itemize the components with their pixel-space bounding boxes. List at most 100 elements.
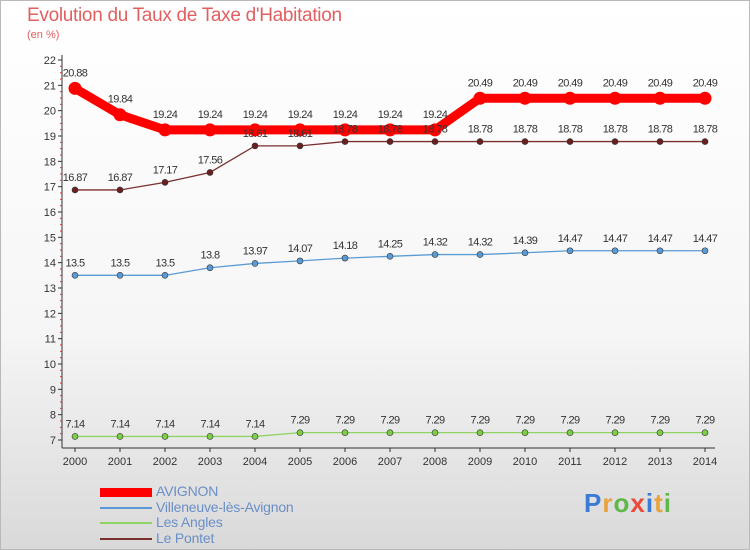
data-point xyxy=(518,91,532,105)
data-label: 20.49 xyxy=(693,77,718,89)
data-label: 7.29 xyxy=(515,415,534,427)
data-point xyxy=(656,247,664,255)
data-point xyxy=(296,429,304,436)
data-point xyxy=(206,264,214,272)
data-point xyxy=(116,433,124,440)
data-label: 7.29 xyxy=(290,415,309,427)
data-point xyxy=(701,138,709,145)
data-point xyxy=(341,429,349,436)
data-label: 20.49 xyxy=(648,77,673,89)
data-label: 14.25 xyxy=(378,238,403,250)
data-label: 13.5 xyxy=(65,257,84,269)
y-tick-label: 10 xyxy=(44,359,56,371)
y-tick-label: 13 xyxy=(44,283,56,295)
data-point xyxy=(698,91,712,105)
chart-subtitle: (en %) xyxy=(27,29,60,41)
data-label: 7.29 xyxy=(380,415,399,427)
data-label: 7.29 xyxy=(425,415,444,427)
legend-swatch xyxy=(100,537,152,540)
data-label: 13.97 xyxy=(243,245,268,257)
data-label: 19.24 xyxy=(333,109,358,121)
data-point xyxy=(566,247,574,255)
logo-letter: i xyxy=(645,488,655,518)
data-point xyxy=(341,254,349,262)
data-point xyxy=(608,91,622,105)
data-label: 19.24 xyxy=(423,109,448,121)
data-point xyxy=(428,123,442,137)
logo-letter: i xyxy=(663,488,672,518)
data-label: 20.49 xyxy=(603,77,628,89)
chart-title: Evolution du Taux de Taxe d'Habitation xyxy=(27,5,342,26)
data-point xyxy=(566,138,574,145)
data-point xyxy=(611,429,619,436)
legend-label: Villeneuve-lès-Avignon xyxy=(156,498,294,515)
data-point xyxy=(116,272,124,279)
data-point xyxy=(158,123,172,137)
data-label: 20.49 xyxy=(558,77,583,89)
x-tick-label: 2000 xyxy=(63,456,87,468)
data-point xyxy=(431,251,439,258)
data-point xyxy=(476,429,484,436)
logo-letter: t xyxy=(654,488,664,518)
y-tick-label: 19 xyxy=(44,131,56,143)
data-label: 20.49 xyxy=(468,77,493,89)
data-label: 7.29 xyxy=(695,415,714,427)
data-label: 7.29 xyxy=(470,415,489,427)
x-tick-label: 2005 xyxy=(288,456,312,468)
data-point xyxy=(161,179,169,186)
data-point xyxy=(656,138,664,145)
legend-label: AVIGNON xyxy=(156,483,219,499)
y-tick-label: 14 xyxy=(44,258,56,270)
y-tick-label: 8 xyxy=(50,410,56,422)
data-point xyxy=(71,186,79,194)
data-point xyxy=(203,123,217,137)
x-tick-label: 2003 xyxy=(198,456,222,468)
data-label: 19.84 xyxy=(108,94,133,106)
data-point xyxy=(248,123,262,137)
data-label: 18.78 xyxy=(648,124,673,136)
legend-label: Les Angles xyxy=(156,514,223,530)
x-tick-label: 2012 xyxy=(603,456,627,468)
x-tick-label: 2014 xyxy=(693,456,717,468)
data-label: 7.29 xyxy=(335,415,354,427)
data-label: 14.39 xyxy=(513,235,538,247)
data-point xyxy=(296,142,304,150)
data-label: 18.78 xyxy=(693,124,718,136)
y-tick-label: 7 xyxy=(50,435,56,447)
data-label: 20.88 xyxy=(63,67,88,79)
logo-letter: o xyxy=(613,488,631,518)
data-label: 13.8 xyxy=(200,250,219,262)
data-label: 7.14 xyxy=(200,418,219,430)
y-tick-label: 22 xyxy=(44,55,56,67)
data-point xyxy=(338,123,352,137)
legend-swatch xyxy=(100,522,152,524)
x-tick-label: 2010 xyxy=(513,456,537,468)
data-label: 19.24 xyxy=(198,109,223,121)
data-label: 18.78 xyxy=(423,124,448,136)
data-point xyxy=(251,433,259,440)
data-label: 18.61 xyxy=(288,128,313,140)
x-tick-label: 2008 xyxy=(423,456,447,468)
data-point xyxy=(431,429,439,436)
legend-swatch xyxy=(100,487,152,497)
data-point xyxy=(206,169,214,176)
legend-swatch xyxy=(100,506,152,509)
logo-letter: P xyxy=(584,488,603,518)
x-tick-label: 2001 xyxy=(108,456,132,468)
data-label: 16.87 xyxy=(108,172,133,184)
y-tick-label: 11 xyxy=(45,334,56,346)
data-point xyxy=(653,91,667,105)
x-tick-label: 2004 xyxy=(243,456,267,468)
data-point xyxy=(566,429,574,436)
data-label: 18.78 xyxy=(558,124,583,136)
data-label: 7.14 xyxy=(245,418,264,430)
x-tick-label: 2007 xyxy=(378,456,402,468)
data-point xyxy=(701,429,709,436)
data-label: 17.56 xyxy=(198,154,223,166)
data-point xyxy=(341,138,349,145)
data-label: 18.78 xyxy=(333,124,358,136)
logo-letter: r xyxy=(602,488,614,518)
data-point xyxy=(611,247,619,255)
data-point xyxy=(68,81,82,95)
